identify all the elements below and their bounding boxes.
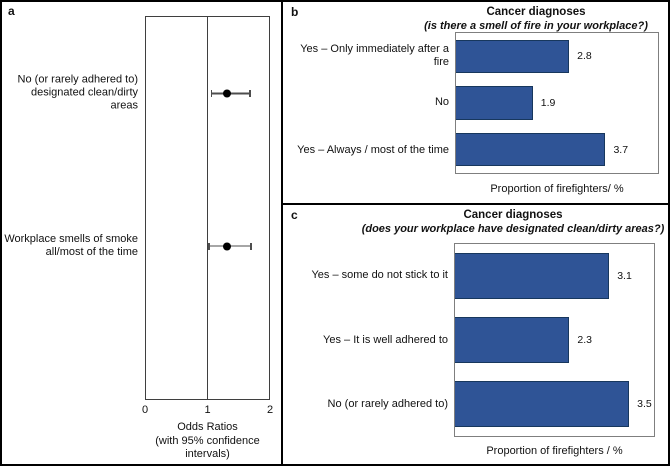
x-tick-label: 1 bbox=[204, 404, 211, 416]
forest-row-label: No (or rarely adhered to) designated clea… bbox=[17, 73, 138, 112]
ci-cap bbox=[250, 242, 252, 250]
chart-title: Cancer diagnoses bbox=[486, 6, 586, 18]
bar-row: 2.3 bbox=[455, 308, 654, 372]
category-row: Yes – some do not stick to it bbox=[289, 243, 448, 308]
panel-b-label: b bbox=[291, 5, 299, 19]
panel-a-label: a bbox=[8, 4, 15, 18]
x-tick-label: 2 bbox=[266, 404, 274, 416]
error-bar bbox=[208, 242, 252, 251]
odds-ratio-point bbox=[222, 242, 231, 251]
panel-c-plot-area: 3.1 2.3 3.5 bbox=[454, 243, 655, 437]
bar-row: 3.1 bbox=[455, 244, 654, 308]
panel-b-x-axis-label: Proportion of firefighters/ % bbox=[490, 183, 624, 195]
panel-b-title: Cancer diagnoses (is there a smell of fi… bbox=[406, 5, 666, 33]
category-label: Yes – Only immediately after a fire bbox=[300, 42, 449, 68]
x-axis-title-line: (with 95% confidence bbox=[155, 434, 260, 447]
x-axis-title-line: Odds Ratios bbox=[177, 421, 238, 433]
ci-cap bbox=[249, 89, 251, 97]
category-row: Yes – Only immediately after a fire bbox=[289, 32, 449, 79]
bar bbox=[455, 316, 570, 364]
bar-value-label: 3.5 bbox=[637, 398, 652, 410]
category-label: Yes – Always / most of the time bbox=[297, 143, 449, 156]
panel-divider-vertical bbox=[281, 2, 283, 464]
category-row: Yes – It is well adhered to bbox=[289, 308, 448, 373]
x-axis-tick-labels: 0 1 2 bbox=[141, 404, 274, 418]
bar-value-label: 1.9 bbox=[540, 97, 556, 109]
bar bbox=[455, 252, 610, 300]
panel-b-plot-area: 2.8 1.9 3.7 bbox=[455, 32, 659, 174]
bar-row: 2.8 bbox=[456, 33, 658, 80]
panel-c-x-axis-label: Proportion of firefighters / % bbox=[486, 445, 623, 457]
bar bbox=[456, 132, 606, 167]
panel-c-label: c bbox=[291, 208, 298, 222]
category-row: No (or rarely adhered to) bbox=[289, 372, 448, 437]
ci-cap bbox=[210, 89, 213, 97]
bar-row: 1.9 bbox=[456, 80, 658, 127]
panel-b-category-labels: Yes – Only immediately after a fire No Yes… bbox=[289, 32, 449, 174]
panel-c-category-labels: Yes – some do not stick to it Yes – It is… bbox=[289, 243, 448, 437]
panel-divider-horizontal bbox=[281, 203, 668, 205]
chart-subtitle: (does your workplace have designated cle… bbox=[361, 223, 665, 235]
x-axis-title: Odds Ratios (with 95% confidence intervals… bbox=[130, 421, 285, 462]
category-row: No bbox=[289, 79, 449, 126]
odds-ratio-point bbox=[223, 89, 232, 98]
bar bbox=[455, 380, 630, 428]
forest-row-label: Workplace smells of smoke all/most of the… bbox=[4, 233, 138, 259]
bar-value-label: 2.8 bbox=[577, 50, 592, 63]
bar-value-label: 3.1 bbox=[617, 270, 632, 282]
forest-row-labels: No (or rarely adhered to) designated clea… bbox=[4, 16, 138, 400]
bar bbox=[456, 39, 570, 74]
x-tick-label: 0 bbox=[141, 404, 149, 416]
category-label: No (or rarely adhered to) bbox=[327, 398, 448, 411]
bar-row: 3.7 bbox=[456, 126, 658, 173]
panel-c-title: Cancer diagnoses (does your workplace ha… bbox=[360, 208, 666, 236]
ci-cap bbox=[208, 242, 210, 250]
forest-plot-area bbox=[145, 16, 270, 400]
bar bbox=[456, 86, 533, 120]
reference-line-or-1 bbox=[206, 17, 209, 399]
category-label: No bbox=[434, 96, 449, 109]
bar-row: 3.5 bbox=[455, 372, 654, 436]
category-label: Yes – some do not stick to it bbox=[311, 268, 448, 281]
chart-subtitle: (is there a smell of fire in your workpl… bbox=[424, 20, 648, 32]
x-axis-title-line: intervals) bbox=[185, 448, 230, 460]
chart-title: Cancer diagnoses bbox=[463, 209, 563, 221]
category-label: Yes – It is well adhered to bbox=[323, 333, 448, 346]
bar-value-label: 2.3 bbox=[577, 334, 593, 346]
category-row: Yes – Always / most of the time bbox=[289, 127, 449, 174]
error-bar bbox=[210, 89, 251, 98]
bar-value-label: 3.7 bbox=[613, 143, 629, 156]
